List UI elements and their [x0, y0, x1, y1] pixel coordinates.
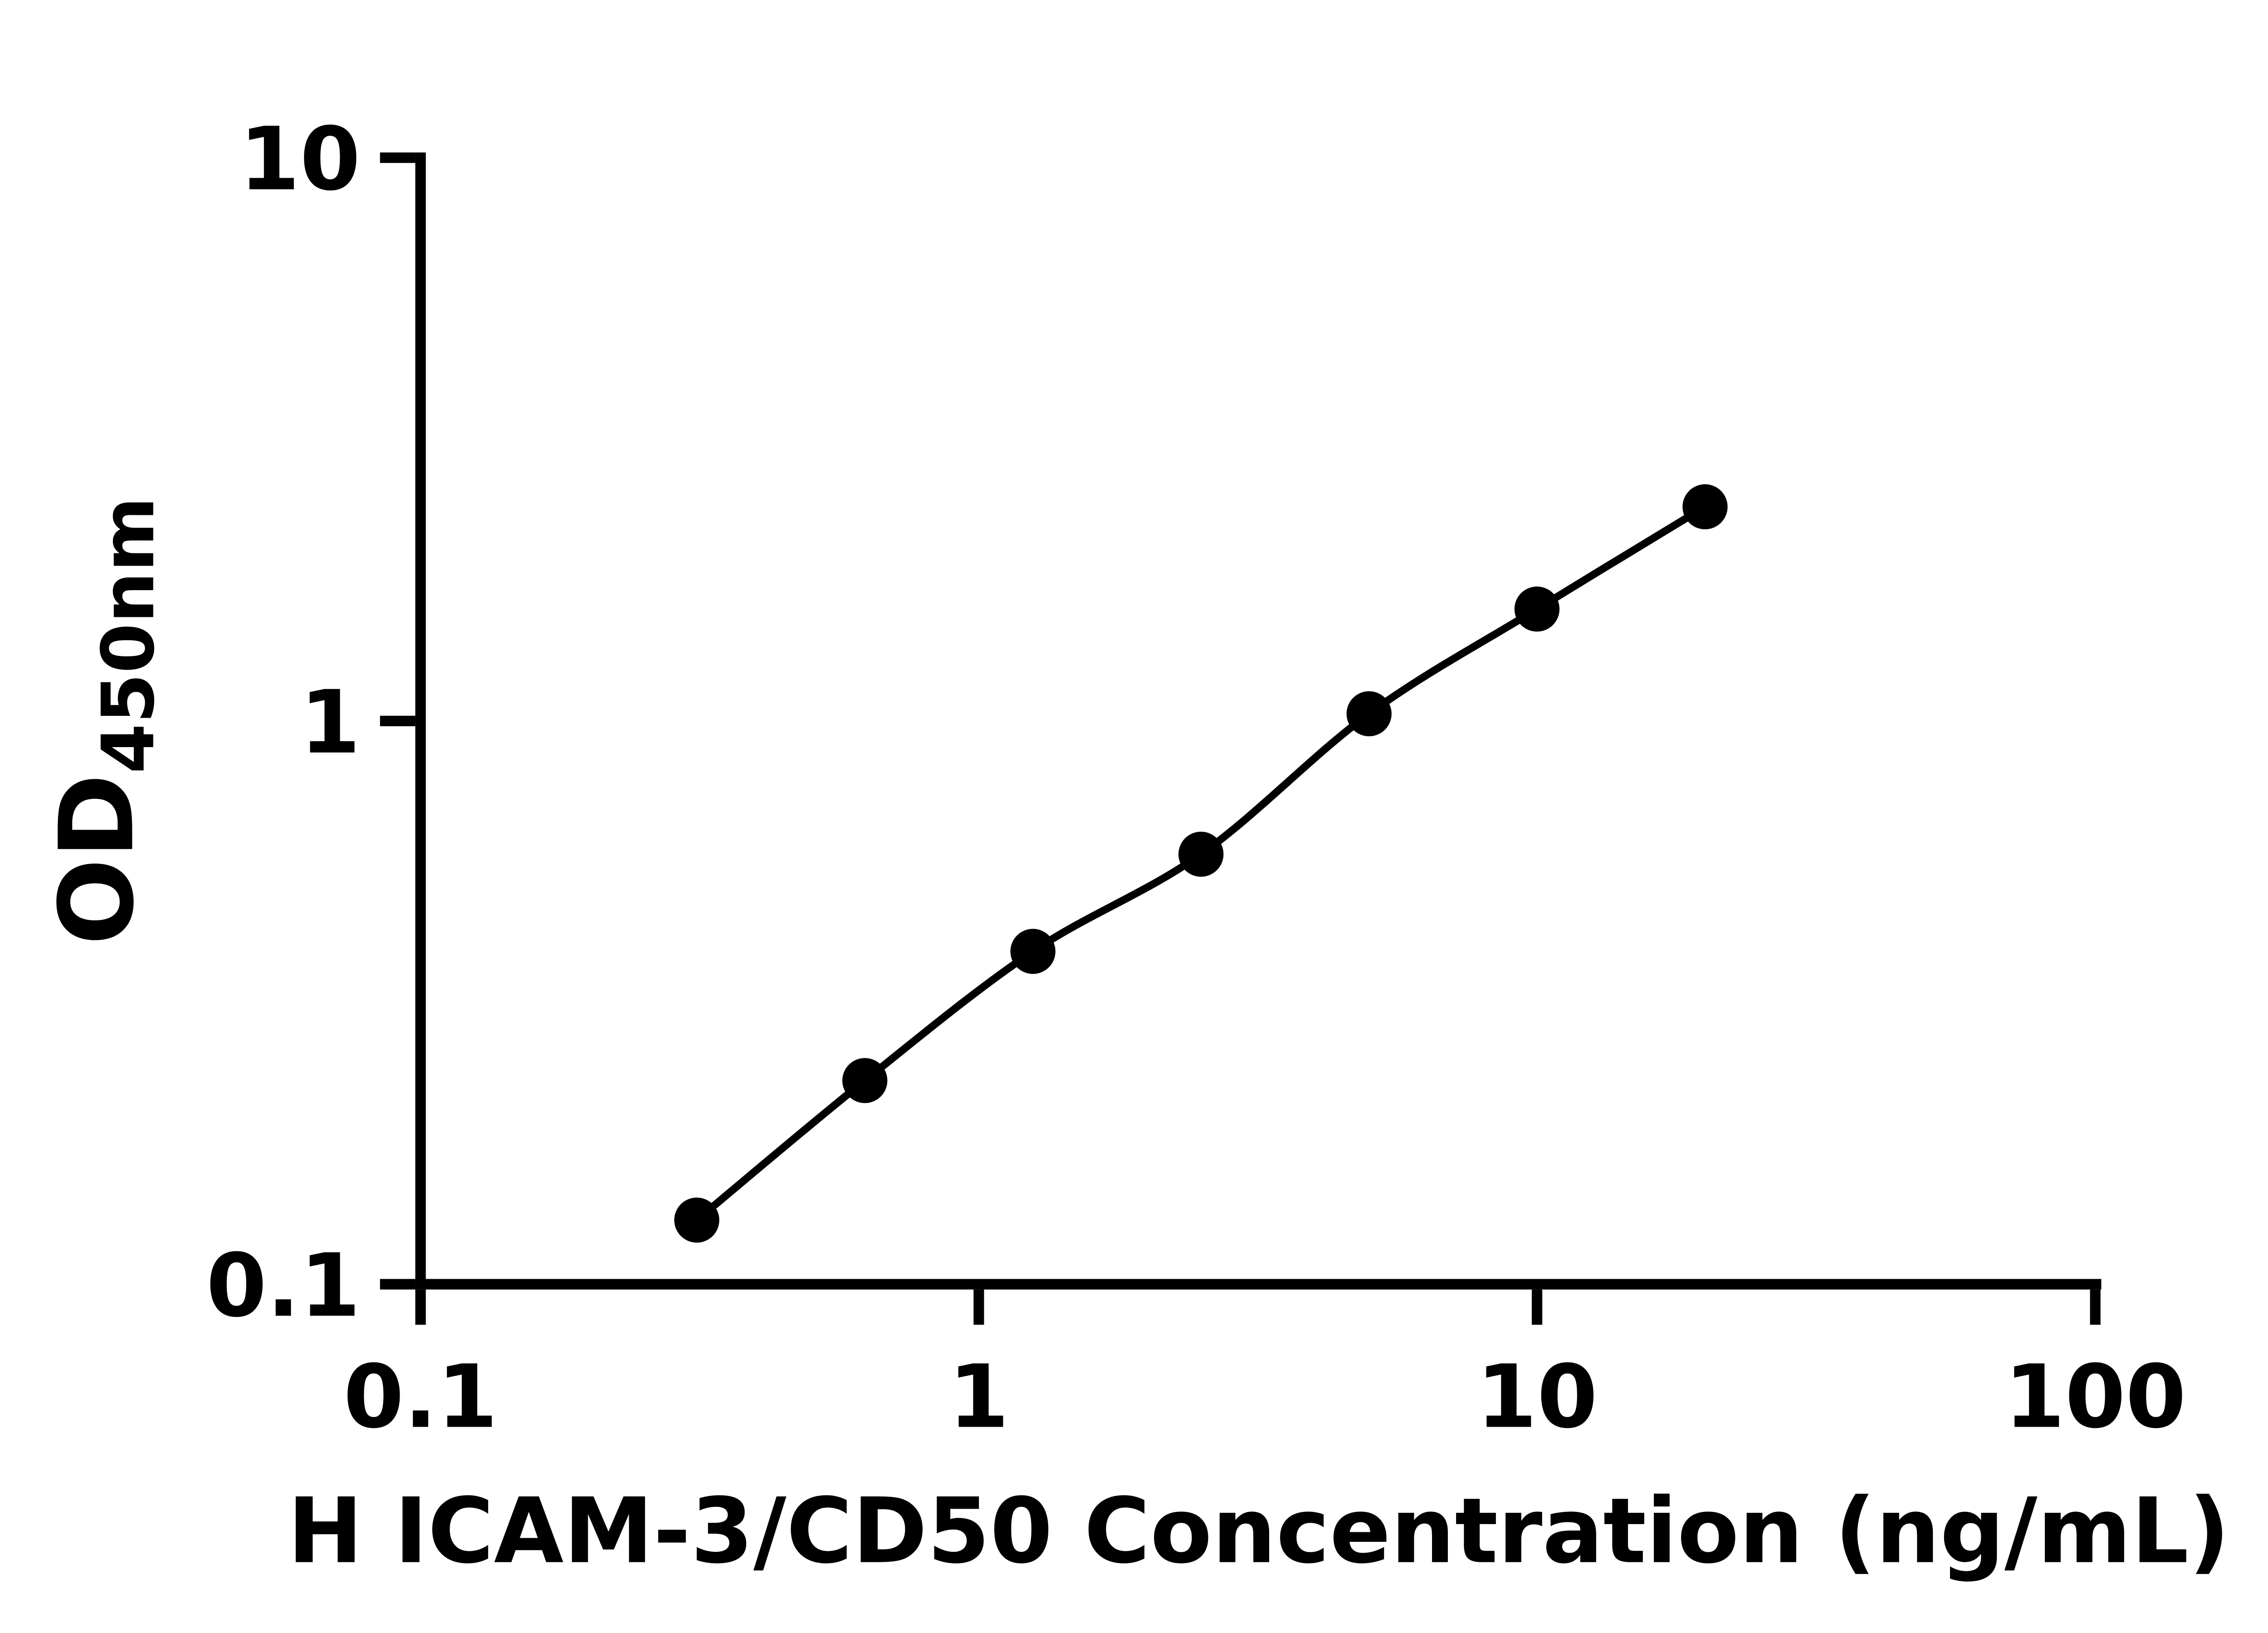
y-axis-label: OD450nm [38, 497, 170, 945]
x-tick-label: 0.1 [343, 1347, 498, 1448]
y-axis-label-subscript: 450nm [87, 497, 171, 774]
plot-area: 0.1 1 10 0.1 1 10 100 [206, 109, 2186, 1447]
data-point-marker [1514, 587, 1560, 632]
y-tick-label: 10 [239, 109, 360, 210]
x-tick-label: 1 [948, 1347, 1009, 1448]
data-point-marker [1010, 929, 1056, 974]
y-axis-label-main: OD [38, 774, 156, 945]
x-tick-label: 100 [2004, 1347, 2186, 1448]
data-point-marker [674, 1198, 719, 1243]
data-point-marker [1178, 831, 1224, 877]
data-point-marker [1682, 484, 1728, 529]
y-tick-label: 1 [300, 672, 361, 773]
x-tick-label: 10 [1476, 1347, 1598, 1448]
axes-frame [415, 152, 2102, 1290]
x-axis-label: H ICAM-3/CD50 Concentration (ng/mL) [288, 1479, 2230, 1584]
data-point-marker [842, 1058, 888, 1103]
data-point-marker [1346, 691, 1392, 737]
y-tick-label: 0.1 [206, 1236, 360, 1337]
